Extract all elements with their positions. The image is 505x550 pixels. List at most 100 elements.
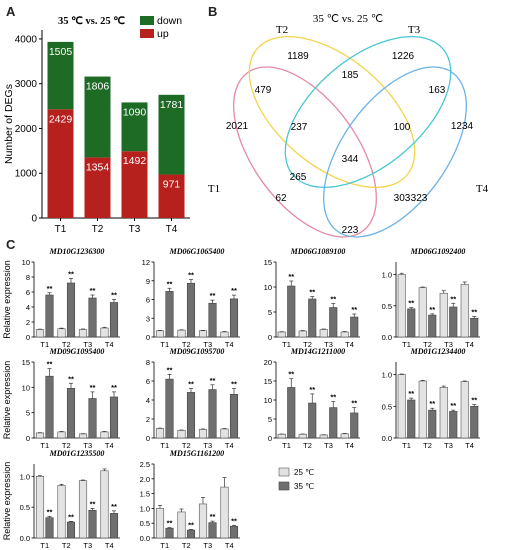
x-tick-label: T1 bbox=[55, 224, 67, 232]
y-tick-label: 0.5 bbox=[140, 519, 150, 528]
bar-25c bbox=[100, 431, 109, 439]
y-tick-label: 0 bbox=[31, 214, 37, 225]
bar-35c bbox=[88, 398, 97, 439]
venn-title: 35 ℃ vs. 25 ℃ bbox=[313, 13, 383, 25]
significance-mark: ** bbox=[90, 499, 96, 508]
venn-region-count: 323 bbox=[411, 193, 428, 204]
bar-35c bbox=[470, 406, 479, 439]
y-tick-label: 15 bbox=[264, 258, 272, 267]
expression-subplot: MD09G1095700 0 2 4 6 8 ** T1 ** T2 ** T3 ** T4 bbox=[146, 347, 240, 450]
bar-25c bbox=[78, 480, 88, 539]
bar-25c bbox=[78, 433, 88, 439]
x-tick-label: T2 bbox=[92, 224, 104, 232]
bar-25c bbox=[100, 327, 109, 338]
significance-mark: ** bbox=[47, 284, 53, 293]
expression-subplot: MD14G1211000 0 5 10 15 20 ** T1 ** T2 ** T3 ** T4 bbox=[264, 347, 360, 450]
bar-35c bbox=[165, 378, 174, 439]
bar-35c bbox=[229, 298, 239, 338]
venn-set-t1 bbox=[233, 66, 377, 238]
x-tick-label: T3 bbox=[203, 541, 212, 550]
legend-swatch-25c bbox=[278, 467, 290, 477]
y-axis-label: Relative expression bbox=[2, 462, 12, 541]
x-tick-label: T4 bbox=[166, 224, 178, 232]
x-tick-label: T3 bbox=[444, 441, 453, 450]
y-tick-label: 8 bbox=[26, 273, 30, 282]
x-tick-label: T3 bbox=[203, 441, 212, 450]
bar-35c bbox=[428, 409, 437, 439]
bar-35c bbox=[165, 291, 174, 338]
expression-subplot: MD10G1236300 0 2 4 6 8 10 Relative expression **… bbox=[2, 247, 120, 349]
y-tick-label: 1.0 bbox=[382, 271, 392, 280]
significance-mark: ** bbox=[90, 286, 96, 295]
y-tick-label: 1000 bbox=[15, 169, 38, 180]
venn-set-label: T2 bbox=[276, 24, 288, 36]
x-tick-label: T3 bbox=[324, 340, 333, 349]
legend-swatch-up bbox=[140, 29, 154, 38]
bar-25c bbox=[277, 433, 286, 439]
bar-35c bbox=[470, 317, 479, 338]
significance-mark: ** bbox=[47, 507, 53, 516]
x-tick-label: T1 bbox=[40, 541, 49, 550]
gene-title: MD06G1065400 bbox=[169, 247, 225, 256]
y-tick-label: 6 bbox=[26, 288, 30, 297]
bar-35c bbox=[229, 525, 239, 539]
bar-35c bbox=[45, 517, 54, 539]
significance-mark: ** bbox=[210, 512, 216, 521]
venn-region-count: 265 bbox=[290, 172, 307, 183]
significance-mark: ** bbox=[47, 360, 53, 369]
x-tick-label: T3 bbox=[83, 340, 92, 349]
bar-up bbox=[84, 157, 111, 218]
bar-25c bbox=[298, 433, 307, 439]
bar-35c bbox=[350, 412, 359, 439]
bar-up bbox=[121, 151, 148, 218]
x-tick-label: T1 bbox=[40, 340, 49, 349]
bar-35c bbox=[45, 294, 54, 338]
bar-down-label: 1806 bbox=[86, 81, 110, 93]
panel-a-letter: A bbox=[6, 4, 16, 19]
x-tick-label: T4 bbox=[345, 340, 354, 349]
bar-35c bbox=[407, 399, 416, 439]
significance-mark: ** bbox=[288, 370, 294, 379]
y-tick-label: 12 bbox=[142, 258, 150, 267]
bar-25c bbox=[57, 328, 66, 338]
y-tick-label: 5 bbox=[26, 409, 30, 418]
bar-down bbox=[121, 102, 148, 152]
bar-35c bbox=[165, 527, 174, 539]
significance-mark: ** bbox=[188, 271, 194, 280]
bar-down bbox=[158, 94, 185, 175]
bar-25c bbox=[57, 431, 66, 439]
legend-swatch-35c bbox=[278, 481, 290, 491]
significance-mark: ** bbox=[90, 383, 96, 392]
significance-mark: ** bbox=[68, 270, 74, 279]
y-axis-label: Relative expression bbox=[2, 361, 12, 440]
y-tick-label: 10 bbox=[22, 258, 30, 267]
y-tick-label: 9 bbox=[146, 277, 150, 286]
significance-mark: ** bbox=[188, 380, 194, 389]
significance-mark: ** bbox=[111, 383, 117, 392]
x-tick-label: T2 bbox=[62, 541, 71, 550]
y-tick-label: 0 bbox=[26, 434, 30, 443]
significance-mark: ** bbox=[330, 393, 336, 402]
bar-25c bbox=[177, 430, 186, 439]
bar-25c bbox=[78, 329, 88, 338]
gene-title: MD10G1236300 bbox=[49, 247, 105, 256]
gene-title: MD09G1095400 bbox=[49, 347, 105, 356]
bar-35c bbox=[229, 394, 239, 439]
x-tick-label: T4 bbox=[465, 441, 474, 450]
gene-title: MD14G1211000 bbox=[290, 347, 345, 356]
bar-25c bbox=[319, 329, 328, 338]
bar-25c bbox=[340, 433, 349, 439]
significance-mark: ** bbox=[111, 291, 117, 300]
bar-25c bbox=[418, 287, 427, 338]
bar-35c bbox=[287, 387, 296, 439]
venn-region-count: 1189 bbox=[287, 51, 309, 62]
bar-up-label: 2429 bbox=[49, 113, 73, 125]
legend-label-down: down bbox=[157, 15, 182, 27]
x-tick-label: T1 bbox=[160, 541, 169, 550]
venn-region-count: 237 bbox=[291, 122, 308, 133]
venn-region-count: 2021 bbox=[226, 121, 249, 132]
x-tick-label: T2 bbox=[62, 340, 71, 349]
venn-region-count: 303 bbox=[394, 193, 411, 204]
venn-region-count: 344 bbox=[342, 154, 359, 165]
significance-mark: ** bbox=[471, 395, 477, 404]
